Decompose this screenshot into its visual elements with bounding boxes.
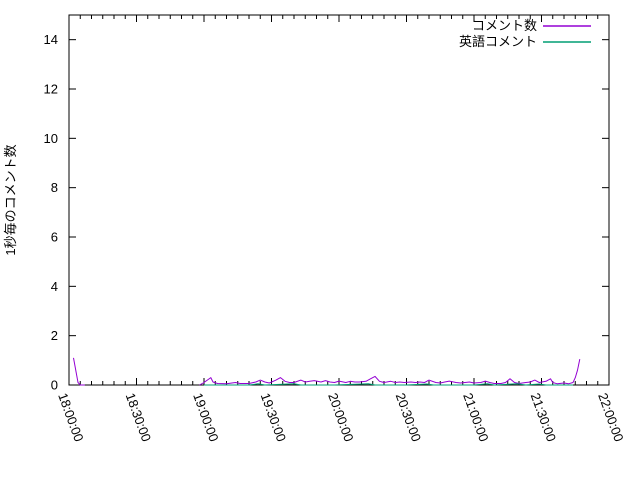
y-axis-tick-label: 12: [44, 82, 58, 97]
x-axis-tick-label: 22:00:00: [595, 391, 626, 444]
y-axis-tick-label: 2: [51, 328, 58, 343]
x-axis-tick-label: 19:30:00: [258, 391, 289, 444]
y-axis-tick-label: 6: [51, 230, 58, 245]
x-axis-tick-label: 19:00:00: [190, 391, 221, 444]
y-axis-tick-label: 0: [51, 378, 58, 393]
x-axis-tick-label: 20:30:00: [393, 391, 424, 444]
y-axis-label: 1秒毎のコメント数: [3, 144, 18, 255]
y-axis-tick-label: 8: [51, 180, 58, 195]
x-axis-tick-label: 18:00:00: [55, 391, 86, 444]
series-line-1: [204, 383, 573, 386]
legend-label: コメント数: [472, 18, 537, 33]
series-line-0: [73, 357, 85, 386]
x-axis-tick-label: 18:30:00: [123, 391, 154, 444]
x-axis-tick-label: 20:00:00: [325, 391, 356, 444]
y-axis-tick-label: 14: [44, 32, 58, 47]
y-axis-tick-label: 4: [51, 279, 58, 294]
x-axis-tick-label: 21:30:00: [528, 391, 559, 444]
series-line-0: [199, 358, 581, 386]
y-axis-tick-label: 10: [44, 131, 58, 146]
legend-label: 英語コメント: [459, 34, 537, 49]
x-axis-tick-label: 21:00:00: [460, 391, 491, 444]
plot-border: [68, 14, 610, 386]
